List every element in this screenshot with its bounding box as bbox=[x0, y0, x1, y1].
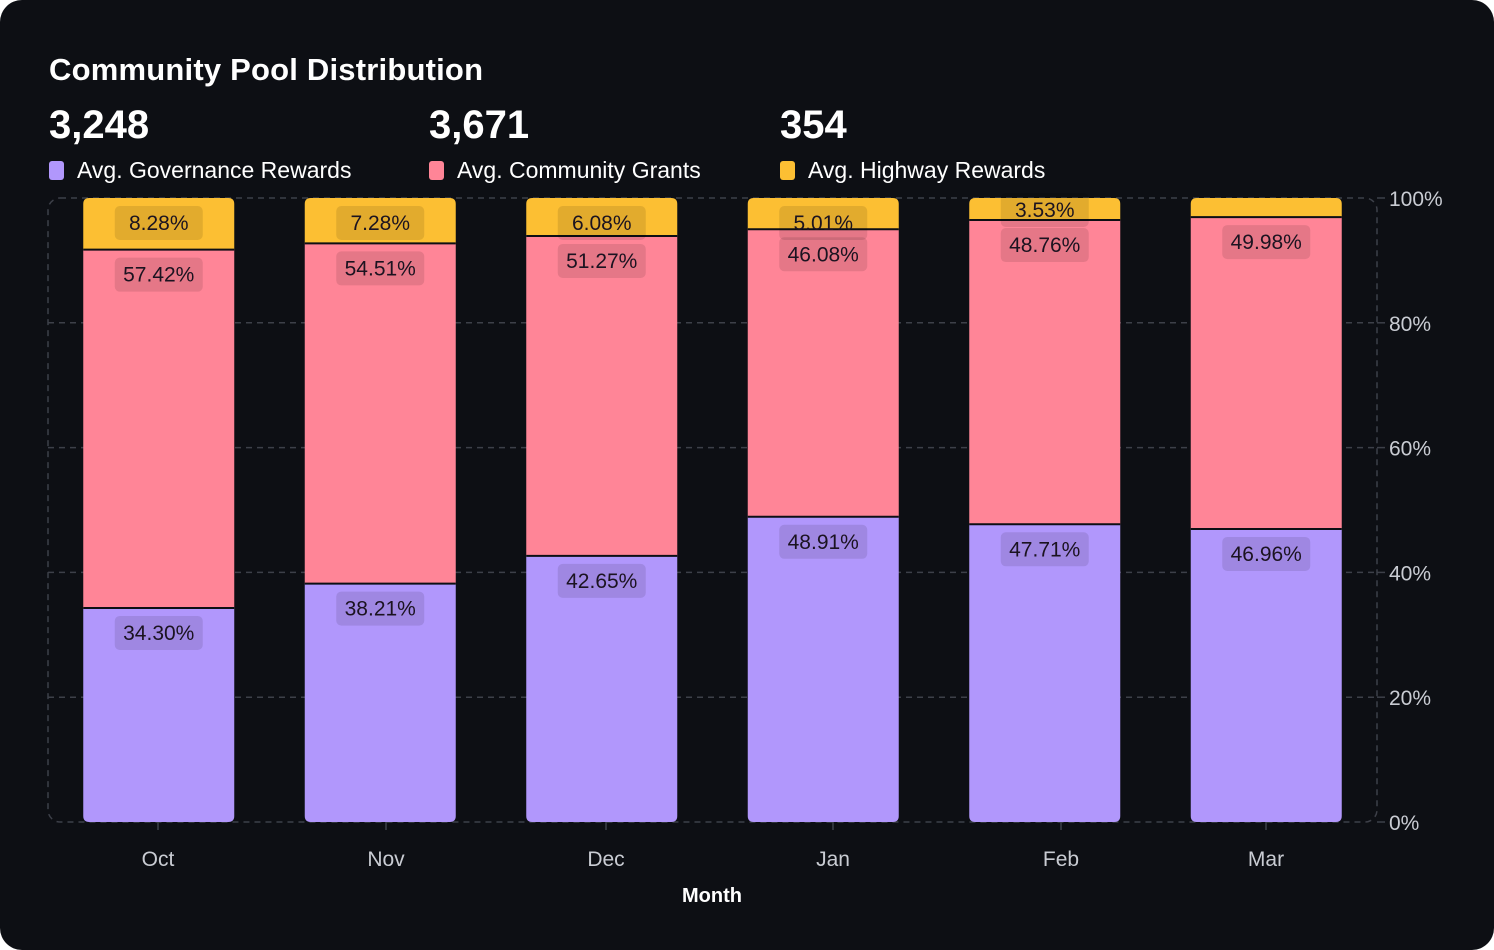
data-label: 34.30% bbox=[123, 622, 194, 645]
stat-value: 354 bbox=[780, 103, 847, 147]
data-label-bg bbox=[1000, 228, 1089, 263]
plot-frame bbox=[47, 197, 1378, 823]
data-label-bg bbox=[557, 563, 646, 598]
bar-segment[interactable] bbox=[83, 249, 235, 608]
legend-item-highway[interactable]: Avg. Highway Rewards bbox=[780, 156, 1045, 184]
legend-label: Avg. Community Grants bbox=[457, 157, 701, 183]
bar-segment[interactable] bbox=[747, 198, 899, 230]
legend-swatch bbox=[780, 160, 795, 180]
x-tick-label: Feb bbox=[1043, 848, 1079, 871]
x-tick-label: Mar bbox=[1248, 848, 1284, 871]
data-label: 47.71% bbox=[1009, 538, 1080, 561]
bar-segment[interactable] bbox=[83, 607, 235, 822]
bar-segment[interactable] bbox=[747, 516, 899, 822]
data-label: 6.08% bbox=[572, 212, 632, 235]
y-tick-label: 60% bbox=[1389, 438, 1431, 461]
data-label: 42.65% bbox=[566, 570, 637, 593]
data-label-bg bbox=[557, 206, 646, 240]
data-label-bg bbox=[779, 524, 868, 559]
data-label: 3.53% bbox=[1015, 199, 1075, 222]
stat-highway: 354 Avg. Highway Rewards bbox=[780, 100, 1045, 184]
bar-segment[interactable] bbox=[747, 229, 899, 517]
data-label: 5.01% bbox=[793, 212, 853, 235]
bar-segment[interactable] bbox=[969, 524, 1121, 822]
x-tick-label: Jan bbox=[816, 848, 850, 871]
legend-swatch bbox=[49, 160, 64, 180]
data-label: 48.76% bbox=[1009, 234, 1080, 257]
data-label: 54.51% bbox=[345, 257, 416, 280]
bar-segment[interactable] bbox=[304, 243, 456, 584]
stat-value: 3,248 bbox=[49, 103, 150, 147]
bar-segment[interactable] bbox=[304, 198, 456, 244]
data-label: 38.21% bbox=[345, 598, 416, 621]
bar-segment[interactable] bbox=[1190, 198, 1342, 218]
y-tick-label: 80% bbox=[1389, 313, 1431, 336]
data-label: 46.08% bbox=[788, 243, 859, 266]
bar-segment[interactable] bbox=[1190, 217, 1342, 529]
y-tick-label: 20% bbox=[1389, 687, 1431, 710]
bar-segment[interactable] bbox=[526, 198, 678, 236]
stat-governance: 3,248 Avg. Governance Rewards bbox=[49, 100, 351, 184]
bar-segment[interactable] bbox=[304, 583, 456, 822]
chart-title: Community Pool Distribution bbox=[49, 52, 484, 87]
bar-segment[interactable] bbox=[969, 198, 1121, 221]
data-label: 49.98% bbox=[1231, 231, 1302, 254]
x-tick-label: Nov bbox=[367, 848, 405, 871]
legend-item-governance[interactable]: Avg. Governance Rewards bbox=[49, 156, 351, 184]
data-label-bg bbox=[1000, 532, 1089, 567]
legend-item-grants[interactable]: Avg. Community Grants bbox=[429, 156, 701, 184]
data-label-bg bbox=[1222, 225, 1311, 260]
data-label-bg bbox=[557, 243, 646, 278]
bar-segment[interactable] bbox=[969, 220, 1121, 525]
data-label-bg bbox=[779, 206, 868, 240]
data-label-bg bbox=[114, 257, 203, 292]
bar-segment[interactable] bbox=[526, 555, 678, 822]
data-label: 7.28% bbox=[350, 212, 410, 235]
data-label-bg bbox=[336, 591, 425, 626]
stat-grants: 3,671 Avg. Community Grants bbox=[429, 100, 701, 184]
y-tick-label: 0% bbox=[1389, 812, 1419, 835]
data-label: 51.27% bbox=[566, 250, 637, 273]
data-label: 46.96% bbox=[1231, 543, 1302, 566]
bar-segment[interactable] bbox=[1190, 528, 1342, 822]
data-labels-layer: 34.30% 57.42% 8.28% 38.21% 54.51% 7.28% 42.65%… bbox=[114, 193, 1311, 650]
data-label: 57.42% bbox=[123, 264, 194, 287]
bar-segment[interactable] bbox=[83, 198, 235, 250]
grid-layer bbox=[47, 197, 1378, 823]
stat-value: 3,671 bbox=[429, 103, 530, 147]
data-label-bg bbox=[114, 615, 203, 650]
x-tick-label: Oct bbox=[142, 848, 175, 871]
data-label: 8.28% bbox=[129, 212, 189, 235]
data-label-bg bbox=[336, 206, 425, 240]
data-label-bg bbox=[114, 206, 203, 240]
x-axis-title: Month bbox=[682, 885, 742, 907]
y-tick-label: 100% bbox=[1389, 188, 1443, 211]
y-tick-label: 40% bbox=[1389, 562, 1431, 585]
legend-label: Avg. Governance Rewards bbox=[77, 157, 352, 183]
data-label-bg bbox=[336, 251, 425, 286]
data-label-bg bbox=[779, 237, 868, 272]
legend-label: Avg. Highway Rewards bbox=[808, 157, 1046, 183]
data-label: 48.91% bbox=[788, 531, 859, 554]
data-label-bg bbox=[1222, 536, 1311, 571]
data-label-bg bbox=[1000, 193, 1089, 228]
x-tick-label: Dec bbox=[587, 848, 624, 871]
bar-segment[interactable] bbox=[526, 235, 678, 556]
bars-layer bbox=[83, 198, 1342, 822]
axis-layer: 0% 20% 40% 60% 80% 100% Oct Nov Dec Jan Feb Mar bbox=[142, 188, 1443, 871]
legend-swatch bbox=[429, 160, 444, 180]
